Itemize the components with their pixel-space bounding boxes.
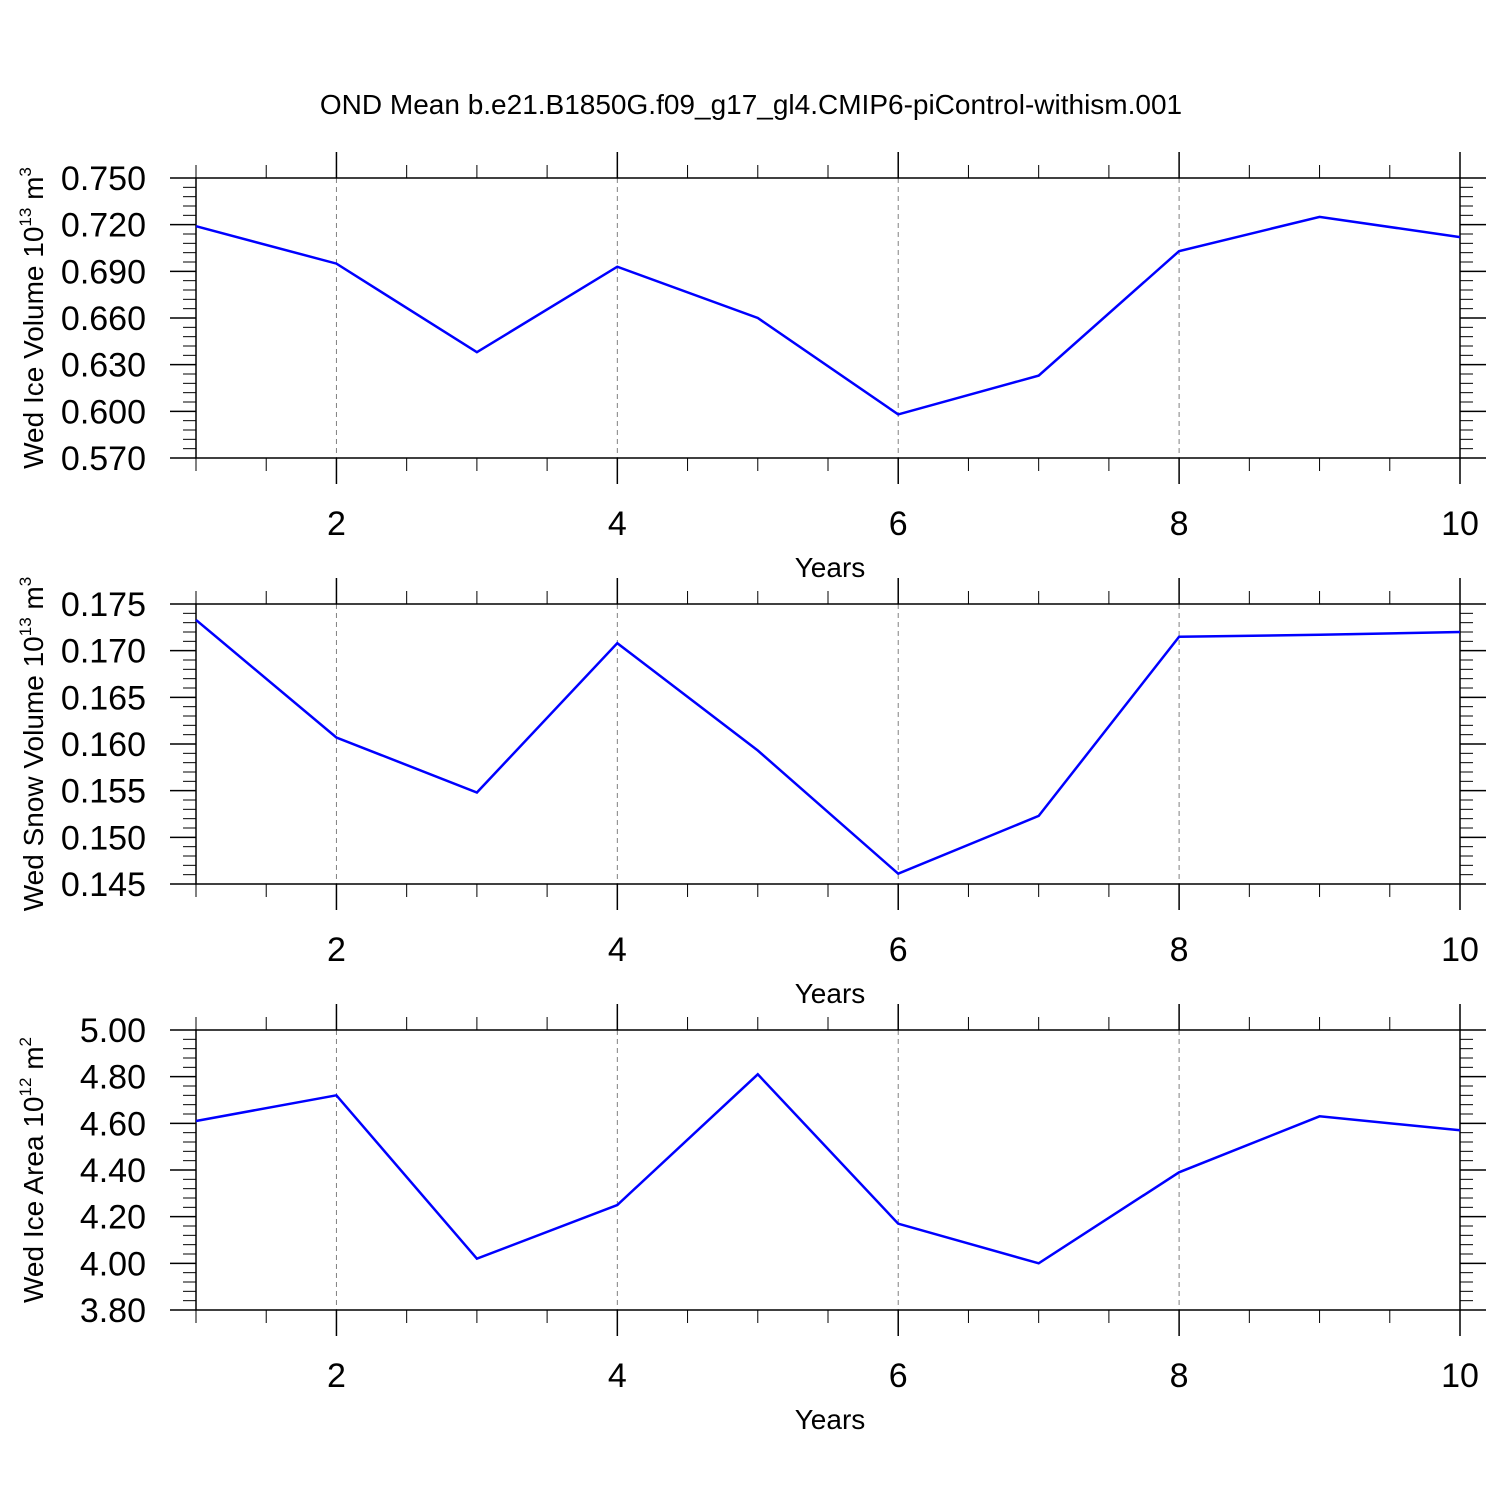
x-tick-label: 2 (327, 931, 346, 969)
y-axis-label-unit: m (18, 586, 49, 617)
chart-panel-3: 2 4 6 8 10 3.80 4.00 4.20 4.40 4.60 4.80 5.00 Years W… (16, 1004, 1486, 1435)
y-axis-label-unit-exponent: 3 (16, 577, 35, 586)
x-tick-label: 6 (889, 1357, 908, 1395)
y-tick-label: 0.160 (61, 726, 146, 764)
y-axis-label-base: Wed Snow Volume 10 (18, 636, 49, 911)
y-tick-label: 5.00 (80, 1012, 146, 1050)
y-tick-label: 4.40 (80, 1152, 146, 1190)
y-tick-label: 0.570 (61, 440, 146, 478)
y-tick-label: 0.750 (61, 160, 146, 198)
y-tick-label: 0.165 (61, 679, 146, 717)
x-tick-label: 10 (1441, 1357, 1479, 1395)
x-axis-label: Years (795, 978, 866, 1009)
y-tick-label: 0.145 (61, 866, 146, 904)
y-tick-label: 0.660 (61, 300, 146, 338)
figure-title: OND Mean b.e21.B1850G.f09_g17_gl4.CMIP6-… (320, 89, 1182, 120)
chart-panels: 2 4 6 8 10 0.570 0.600 0.630 0.660 0.690 0.720 0.75… (16, 152, 1486, 1435)
y-axis-label-exponent: 13 (16, 208, 35, 227)
x-axis-label: Years (795, 1404, 866, 1435)
x-tick-label: 4 (608, 931, 627, 969)
x-tick-label: 8 (1170, 505, 1189, 543)
y-tick-label: 0.175 (61, 586, 146, 624)
y-axis-label-unit: m (18, 177, 49, 208)
y-tick-label: 0.630 (61, 347, 146, 385)
x-tick-label: 2 (327, 1357, 346, 1395)
chart-panel-1: 2 4 6 8 10 0.570 0.600 0.630 0.660 0.690 0.720 0.75… (16, 152, 1486, 583)
x-tick-label: 4 (608, 1357, 627, 1395)
y-axis-label-base: Wed Ice Volume 10 (18, 227, 49, 469)
y-tick-label: 0.690 (61, 253, 146, 291)
y-axis-label-unit-exponent: 3 (16, 167, 35, 176)
series-line (195, 618, 1461, 876)
y-tick-label: 3.80 (80, 1292, 146, 1330)
x-tick-label: 10 (1441, 505, 1479, 543)
x-tick-label: 8 (1170, 1357, 1189, 1395)
y-tick-label: 4.80 (80, 1059, 146, 1097)
y-tick-label: 4.00 (80, 1245, 146, 1283)
x-tick-label: 4 (608, 505, 627, 543)
y-tick-label: 0.600 (61, 393, 146, 431)
x-tick-label: 10 (1441, 931, 1479, 969)
y-axis-label-unit-exponent: 2 (16, 1037, 35, 1046)
y-axis-label-exponent: 13 (16, 617, 35, 636)
y-axis-label: Wed Ice Volume 1013 m3 (16, 167, 49, 469)
y-tick-label: 4.60 (80, 1105, 146, 1143)
series-line (195, 1072, 1461, 1265)
x-tick-label: 6 (889, 931, 908, 969)
chart-panel-2: 2 4 6 8 10 0.145 0.150 0.155 0.160 0.165 0.170 0.17… (16, 577, 1486, 1009)
x-axis-label: Years (795, 552, 866, 583)
x-tick-label: 6 (889, 505, 908, 543)
y-axis-label-base: Wed Ice Area 10 (18, 1097, 49, 1304)
y-axis-label: Wed Snow Volume 1013 m3 (16, 577, 49, 911)
y-tick-label: 0.150 (61, 819, 146, 857)
y-axis-label: Wed Ice Area 1012 m2 (16, 1037, 49, 1303)
x-tick-label: 2 (327, 505, 346, 543)
y-tick-label: 4.20 (80, 1199, 146, 1237)
series-line (195, 215, 1461, 416)
y-tick-label: 0.155 (61, 773, 146, 811)
x-tick-label: 8 (1170, 931, 1189, 969)
y-tick-label: 0.720 (61, 207, 146, 245)
y-axis-label-exponent: 12 (16, 1078, 35, 1097)
y-axis-label-unit: m (18, 1046, 49, 1077)
y-tick-label: 0.170 (61, 633, 146, 671)
